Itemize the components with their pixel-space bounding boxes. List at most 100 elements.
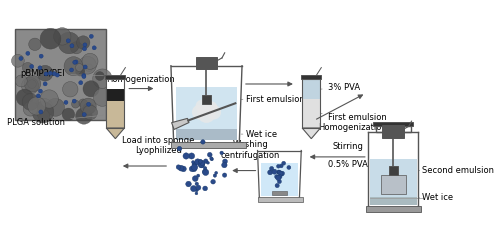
Circle shape [204,101,218,114]
Circle shape [183,153,190,159]
Circle shape [192,160,194,164]
Circle shape [70,68,73,72]
Circle shape [78,81,82,85]
Circle shape [26,51,30,55]
Circle shape [34,98,54,118]
Circle shape [274,174,278,178]
Circle shape [195,192,198,195]
Circle shape [210,158,214,161]
Circle shape [38,110,50,122]
Circle shape [83,81,99,97]
Circle shape [96,72,104,80]
Circle shape [213,174,216,177]
Circle shape [196,100,208,112]
Circle shape [202,169,209,175]
Circle shape [54,28,71,45]
Circle shape [83,105,98,120]
Circle shape [43,82,47,86]
Circle shape [74,60,78,64]
Circle shape [70,44,74,48]
Text: Stirring: Stirring [332,142,363,151]
Polygon shape [106,101,124,128]
Circle shape [211,180,216,184]
Bar [370,195,416,205]
Circle shape [222,159,228,164]
Circle shape [40,90,58,108]
Text: Homogenization: Homogenization [106,75,175,84]
Text: Second emulsion: Second emulsion [419,166,494,175]
Circle shape [204,166,207,170]
Circle shape [203,186,207,191]
Circle shape [272,169,277,174]
Circle shape [200,140,205,144]
Bar [106,89,124,101]
Circle shape [24,76,41,92]
Circle shape [195,189,198,192]
Circle shape [192,105,206,120]
Circle shape [16,89,33,106]
Circle shape [56,73,60,77]
Circle shape [222,162,227,168]
Circle shape [196,174,200,177]
Circle shape [12,54,24,67]
Circle shape [214,172,218,174]
Text: 0.5% PVA: 0.5% PVA [328,160,368,169]
Circle shape [279,171,283,175]
Circle shape [278,174,282,179]
Circle shape [83,103,94,115]
Circle shape [192,162,197,167]
Circle shape [94,88,112,106]
Circle shape [199,160,202,164]
Circle shape [278,180,281,184]
Circle shape [282,161,286,165]
Polygon shape [172,118,189,130]
Bar [176,87,236,129]
Circle shape [76,64,84,72]
Circle shape [268,170,272,175]
Bar [370,159,416,196]
Circle shape [82,74,86,78]
Circle shape [192,176,198,182]
Circle shape [198,162,204,168]
Circle shape [206,162,210,164]
Circle shape [62,108,74,120]
Circle shape [64,100,68,104]
Circle shape [22,77,38,94]
Circle shape [36,94,40,98]
Circle shape [277,170,280,173]
Circle shape [196,185,201,190]
Bar [106,75,126,80]
Circle shape [188,153,194,159]
Circle shape [28,97,46,115]
Circle shape [80,98,96,114]
Circle shape [48,71,52,75]
Bar [380,176,406,194]
Text: PLGA solution: PLGA solution [7,115,103,127]
Circle shape [177,146,182,151]
Circle shape [39,54,43,58]
Bar [376,126,411,132]
Circle shape [208,152,212,157]
Circle shape [287,166,291,170]
Circle shape [82,112,86,116]
Circle shape [270,166,274,170]
Text: 3% PVA: 3% PVA [320,83,360,92]
Circle shape [64,57,83,76]
Circle shape [198,162,204,168]
Circle shape [86,64,93,72]
Circle shape [76,108,92,124]
Bar [176,126,236,140]
Bar [106,80,124,128]
Circle shape [44,72,48,76]
Circle shape [23,102,38,116]
Text: First emulsion: First emulsion [241,95,304,104]
Text: Load into sponge
Lyophilized: Load into sponge Lyophilized [122,136,194,155]
Circle shape [191,166,197,172]
Circle shape [210,157,213,160]
Circle shape [275,184,280,188]
Bar [302,80,320,128]
Text: Homogenization: Homogenization [318,122,386,132]
Circle shape [22,94,39,110]
Circle shape [32,102,54,123]
Bar [258,197,303,202]
